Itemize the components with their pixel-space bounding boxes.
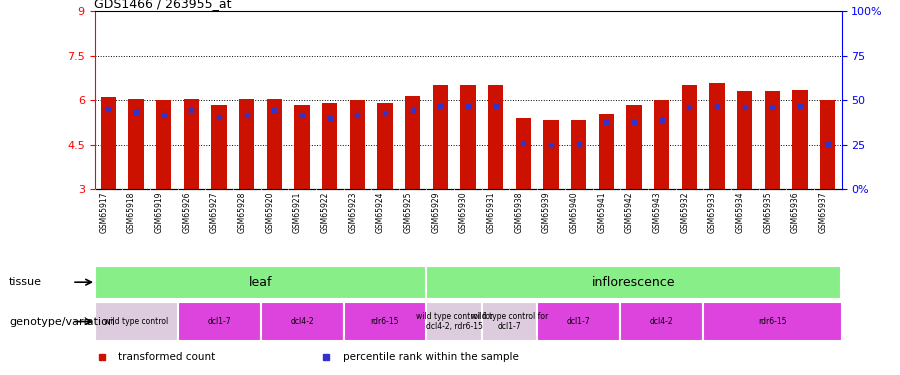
- Bar: [405, 96, 420, 189]
- Bar: [703, 302, 842, 341]
- Bar: [350, 100, 365, 189]
- Bar: [239, 99, 255, 189]
- Bar: [212, 105, 227, 189]
- Bar: [537, 302, 620, 341]
- Bar: [765, 92, 780, 189]
- Text: GSM65930: GSM65930: [459, 192, 468, 233]
- Bar: [654, 100, 670, 189]
- Bar: [572, 120, 586, 189]
- Text: GSM65931: GSM65931: [487, 192, 496, 233]
- Bar: [433, 86, 448, 189]
- Bar: [260, 302, 344, 341]
- Text: percentile rank within the sample: percentile rank within the sample: [343, 352, 518, 363]
- Bar: [737, 92, 752, 189]
- Text: rdr6-15: rdr6-15: [758, 317, 787, 326]
- Text: GSM65936: GSM65936: [791, 192, 800, 233]
- Text: GSM65919: GSM65919: [155, 192, 164, 233]
- Text: GSM65938: GSM65938: [514, 192, 523, 233]
- Text: dcl1-7: dcl1-7: [567, 317, 590, 326]
- Bar: [101, 98, 116, 189]
- Text: wild type control for
dcl1-7: wild type control for dcl1-7: [471, 312, 548, 331]
- Bar: [344, 302, 427, 341]
- Text: GSM65939: GSM65939: [542, 192, 551, 233]
- Text: rdr6-15: rdr6-15: [371, 317, 400, 326]
- Bar: [626, 105, 642, 189]
- Text: leaf: leaf: [248, 276, 272, 289]
- Text: GSM65934: GSM65934: [735, 192, 744, 233]
- Text: dcl4-2: dcl4-2: [650, 317, 673, 326]
- Text: GSM65928: GSM65928: [238, 192, 247, 233]
- Text: dcl4-2: dcl4-2: [290, 317, 314, 326]
- Text: genotype/variation: genotype/variation: [9, 316, 115, 327]
- Text: GSM65937: GSM65937: [819, 192, 828, 233]
- Bar: [129, 99, 144, 189]
- Bar: [294, 105, 310, 189]
- Text: GSM65941: GSM65941: [598, 192, 607, 233]
- Bar: [792, 90, 807, 189]
- Text: GSM65922: GSM65922: [320, 192, 329, 233]
- Bar: [516, 118, 531, 189]
- Bar: [94, 266, 427, 298]
- Text: GSM65921: GSM65921: [293, 192, 302, 233]
- Text: GSM65923: GSM65923: [348, 192, 357, 233]
- Bar: [377, 103, 392, 189]
- Bar: [427, 302, 482, 341]
- Text: GSM65943: GSM65943: [652, 192, 662, 233]
- Text: wild type control: wild type control: [104, 317, 168, 326]
- Bar: [620, 302, 703, 341]
- Bar: [820, 100, 835, 189]
- Text: GSM65925: GSM65925: [404, 192, 413, 233]
- Bar: [266, 99, 282, 189]
- Bar: [598, 114, 614, 189]
- Bar: [156, 100, 171, 189]
- Text: wild type control for
dcl4-2, rdr6-15: wild type control for dcl4-2, rdr6-15: [416, 312, 493, 331]
- Bar: [488, 86, 503, 189]
- Text: inflorescence: inflorescence: [592, 276, 676, 289]
- Text: GSM65927: GSM65927: [210, 192, 219, 233]
- Text: GSM65920: GSM65920: [266, 192, 274, 233]
- Text: dcl1-7: dcl1-7: [207, 317, 230, 326]
- Text: GSM65926: GSM65926: [183, 192, 192, 233]
- Bar: [461, 86, 475, 189]
- Bar: [681, 86, 697, 189]
- Text: GSM65929: GSM65929: [431, 192, 440, 233]
- Bar: [427, 266, 842, 298]
- Bar: [94, 302, 177, 341]
- Bar: [177, 302, 260, 341]
- Text: GSM65918: GSM65918: [127, 192, 136, 233]
- Text: GSM65940: GSM65940: [570, 192, 579, 233]
- Text: GDS1466 / 263955_at: GDS1466 / 263955_at: [94, 0, 232, 10]
- Bar: [482, 302, 537, 341]
- Bar: [322, 103, 338, 189]
- Text: GSM65933: GSM65933: [708, 192, 717, 233]
- Text: GSM65932: GSM65932: [680, 192, 689, 233]
- Text: GSM65924: GSM65924: [376, 192, 385, 233]
- Bar: [544, 120, 559, 189]
- Text: GSM65935: GSM65935: [763, 192, 772, 233]
- Bar: [184, 99, 199, 189]
- Text: transformed count: transformed count: [119, 352, 216, 363]
- Text: GSM65942: GSM65942: [625, 192, 634, 233]
- Bar: [709, 82, 725, 189]
- Text: GSM65917: GSM65917: [99, 192, 108, 233]
- Text: tissue: tissue: [9, 277, 42, 287]
